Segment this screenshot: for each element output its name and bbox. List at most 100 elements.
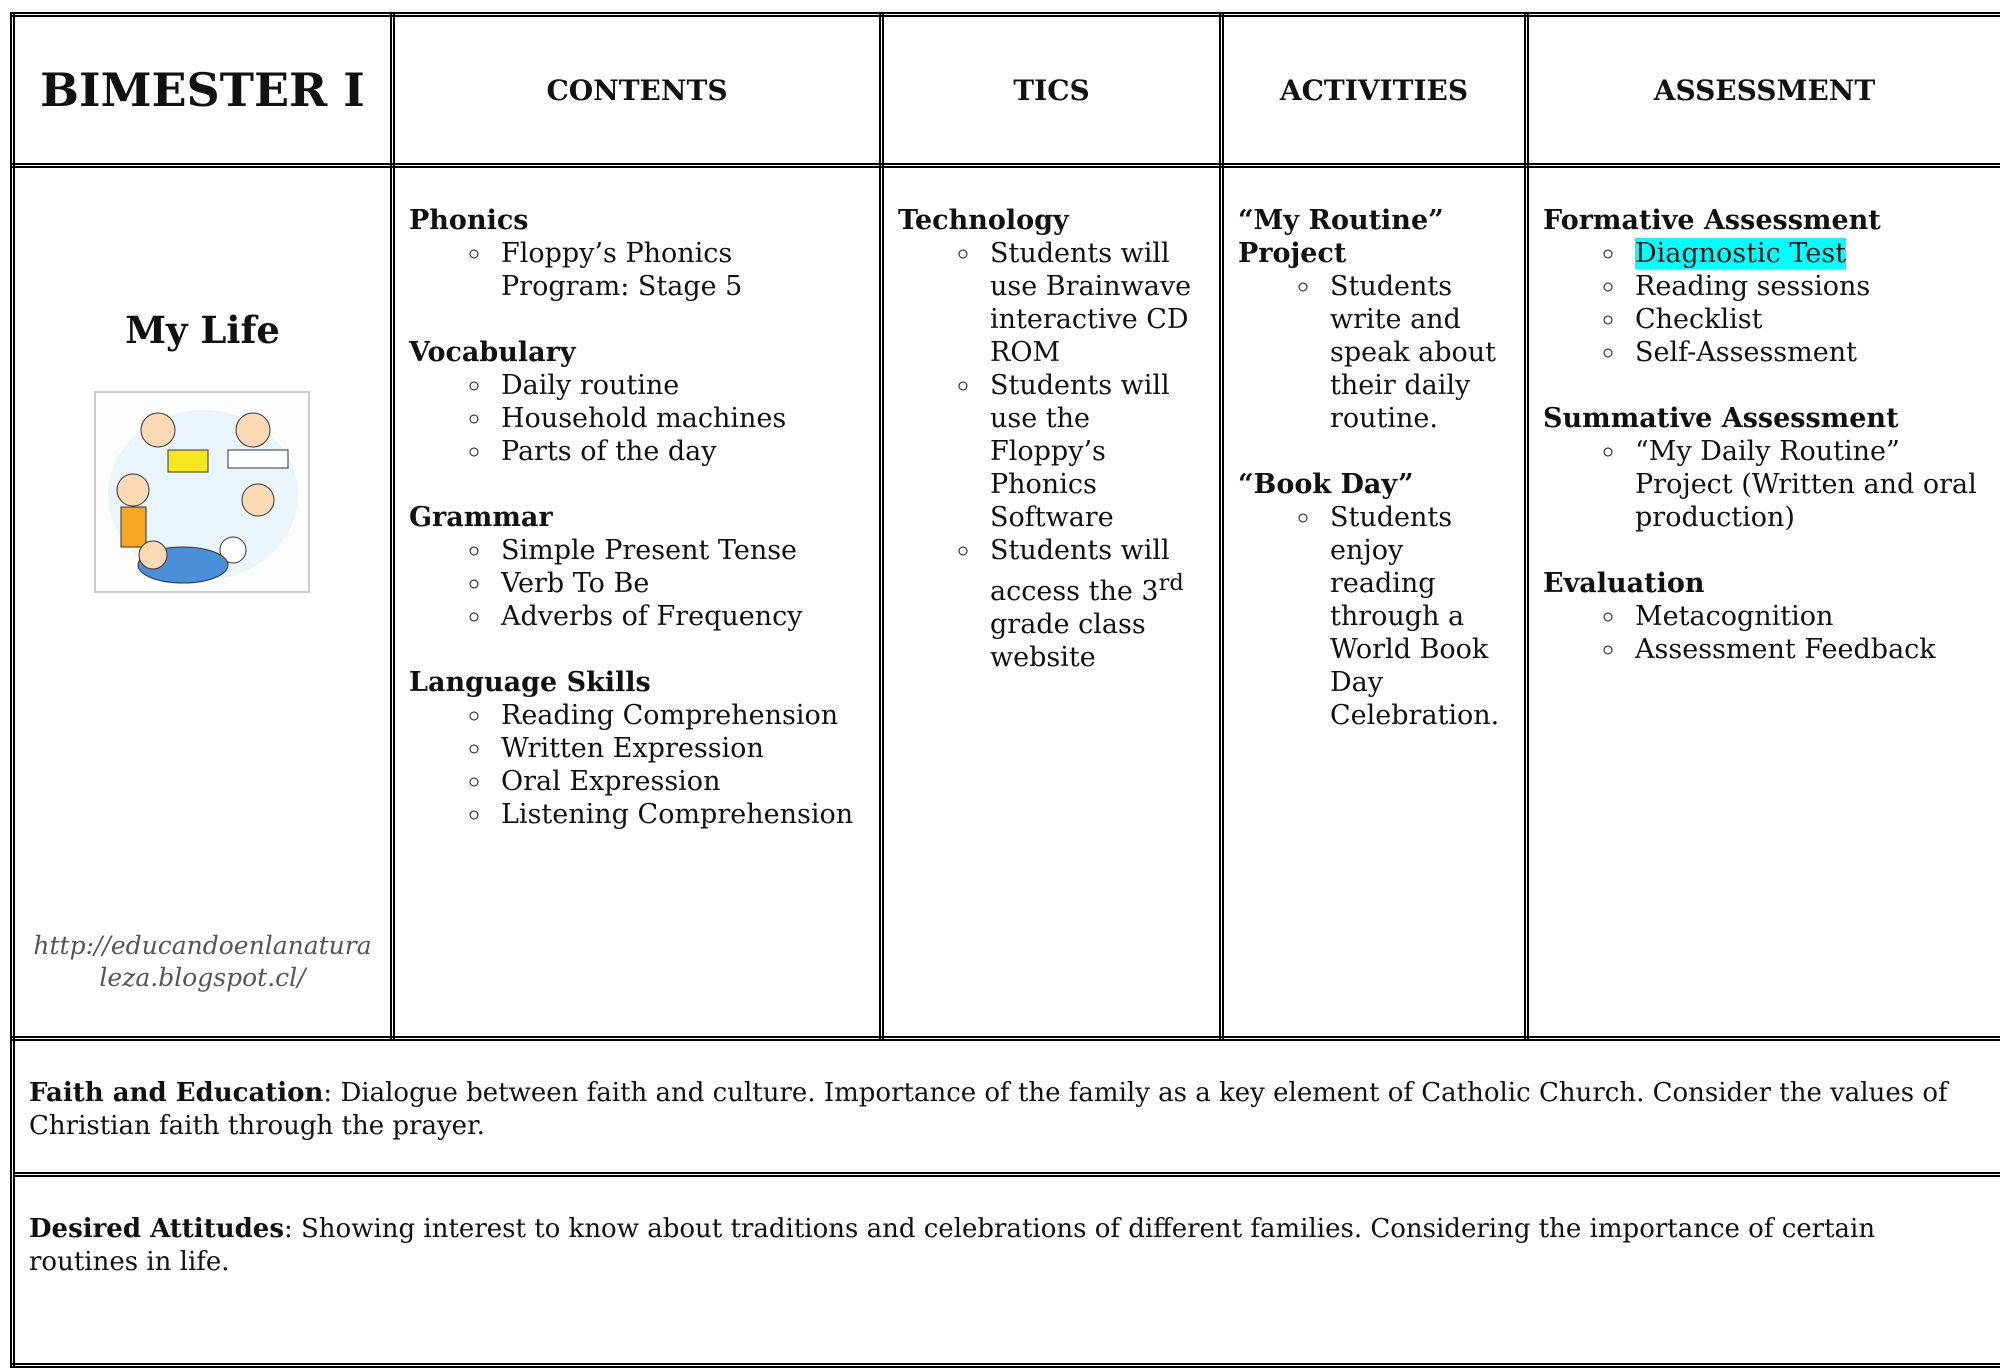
spacer (1543, 534, 1986, 567)
list-item: Listening Comprehension (493, 798, 865, 831)
section-heading: Technology (898, 204, 1205, 237)
column-header: TICS (882, 15, 1222, 166)
contents: PhonicsFloppy’s Phonics Program: Stage 5… (395, 168, 879, 831)
bullet-list: Daily routineHousehold machinesParts of … (409, 369, 865, 468)
plan-table: BIMESTER I CONTENTS TICS ACTIVITIES ASSE… (10, 12, 2000, 1368)
section-heading: “My Routine” Project (1238, 204, 1510, 270)
bullet-list: Floppy’s Phonics Program: Stage 5 (409, 237, 865, 303)
item-text: Oral Expression (501, 766, 720, 797)
section-heading: Vocabulary (409, 336, 865, 369)
bullet-list: Diagnostic TestReading sessionsChecklist… (1543, 237, 1986, 369)
item-text: “My Daily Routine” Project (Written and … (1635, 436, 1977, 533)
bullet-list: Simple Present TenseVerb To BeAdverbs of… (409, 534, 865, 633)
list-item: Household machines (493, 402, 865, 435)
item-text: Parts of the day (501, 436, 717, 467)
footer-label: Faith and Education (29, 1078, 323, 1108)
list-item: Oral Expression (493, 765, 865, 798)
footer-cell: Faith and Education: Dialogue between fa… (13, 1039, 2000, 1175)
section-heading: Summative Assessment (1543, 402, 1986, 435)
list-item: Self-Assessment (1627, 336, 1986, 369)
item-text: Students will use Brainwave interactive … (990, 238, 1191, 368)
spacer (1238, 435, 1510, 468)
item-text: Household machines (501, 403, 786, 434)
list-item: Daily routine (493, 369, 865, 402)
item-text: Verb To Be (501, 568, 649, 599)
spacer (409, 303, 865, 336)
spacer (409, 633, 865, 666)
list-item: Assessment Feedback (1627, 633, 1986, 666)
list-item: Floppy’s Phonics Program: Stage 5 (493, 237, 865, 303)
section-heading: Evaluation (1543, 567, 1986, 600)
unit: My Life http://educandoenlanaturaleza.bl… (15, 308, 390, 1036)
spacer (409, 468, 865, 501)
item-text: Adverbs of Frequency (501, 601, 803, 632)
page: Lesson plan html, body { margin: 0; padd… (0, 0, 2000, 1155)
list-item: Written Expression (493, 732, 865, 765)
header-row: BIMESTER I CONTENTS TICS ACTIVITIES ASSE… (13, 15, 2000, 166)
item-text: Diagnostic Test (1635, 238, 1846, 269)
item-superscript: rd (1159, 570, 1184, 596)
item-text: Self-Assessment (1635, 337, 1857, 368)
footer-cell: Desired Attitudes: Showing interest to k… (13, 1175, 2000, 1366)
list-item: Parts of the day (493, 435, 865, 468)
bullet-list: Reading ComprehensionWritten ExpressionO… (409, 699, 865, 831)
body-row: My Life http://educandoenlanaturaleza.bl… (13, 166, 2000, 1039)
list-item: “My Daily Routine” Project (Written and … (1627, 435, 1986, 534)
section-heading: Formative Assessment (1543, 204, 1986, 237)
list-item: Reading sessions (1627, 270, 1986, 303)
bimester-title: BIMESTER I (13, 15, 393, 166)
section-heading: Grammar (409, 501, 865, 534)
bullet-list: Students will use Brainwave interactive … (898, 237, 1205, 674)
unit-cell: My Life http://educandoenlanaturaleza.bl… (13, 166, 393, 1039)
item-text: Students write and speak about their dai… (1330, 271, 1496, 434)
list-item: Students will access the 3rd grade class… (982, 534, 1205, 674)
list-item: Students will use Brainwave interactive … (982, 237, 1205, 369)
item-text: Reading Comprehension (501, 700, 838, 731)
contents-cell: PhonicsFloppy’s Phonics Program: Stage 5… (393, 166, 882, 1039)
unit-title: My Life (15, 308, 390, 352)
list-item: Students write and speak about their dai… (1322, 270, 1510, 435)
assessment: Formative AssessmentDiagnostic TestReadi… (1529, 168, 2000, 666)
column-header: ASSESSMENT (1527, 15, 2000, 166)
section-heading: Phonics (409, 204, 865, 237)
item-text: grade class website (990, 609, 1146, 673)
item-text: Floppy’s Phonics Program: Stage 5 (501, 238, 742, 302)
unit-illustration (93, 390, 313, 595)
body: {"header": {"title": "BIMESTER I", "colu… (0, 0, 2000, 1155)
footer-row: Desired Attitudes: Showing interest to k… (13, 1175, 2000, 1366)
item-text: Students will use the Floppy’s Phonics S… (990, 370, 1170, 533)
item-text: Metacognition (1635, 601, 1833, 632)
spacer (1543, 369, 1986, 402)
list-item: Simple Present Tense (493, 534, 865, 567)
activities: “My Routine” ProjectStudents write and s… (1224, 168, 1524, 732)
item-text: Students enjoy reading through a World B… (1330, 502, 1499, 731)
item-text: Written Expression (501, 733, 764, 764)
bullet-list: “My Daily Routine” Project (Written and … (1543, 435, 1986, 534)
bullet-list: MetacognitionAssessment Feedback (1543, 600, 1986, 666)
section-heading: “Book Day” (1238, 468, 1510, 501)
assessment-cell: Formative AssessmentDiagnostic TestReadi… (1527, 166, 2000, 1039)
list-item: Checklist (1627, 303, 1986, 336)
item-text: Assessment Feedback (1635, 634, 1936, 665)
list-item: Students enjoy reading through a World B… (1322, 501, 1510, 732)
footer-row: Faith and Education: Dialogue between fa… (13, 1039, 2000, 1175)
list-item: Students will use the Floppy’s Phonics S… (982, 369, 1205, 534)
list-item: Metacognition (1627, 600, 1986, 633)
item-text: Students will access the 3 (990, 535, 1170, 607)
item-text: Listening Comprehension (501, 799, 853, 830)
footer-text: : Showing interest to know about traditi… (29, 1214, 1875, 1277)
list-item: Verb To Be (493, 567, 865, 600)
column-header: CONTENTS (393, 15, 882, 166)
column-header: ACTIVITIES (1222, 15, 1527, 166)
section-heading: Language Skills (409, 666, 865, 699)
list-item: Adverbs of Frequency (493, 600, 865, 633)
item-text: Daily routine (501, 370, 679, 401)
footer-label: Desired Attitudes (29, 1214, 284, 1244)
tics: TechnologyStudents will use Brainwave in… (884, 168, 1219, 674)
bullet-list: Students enjoy reading through a World B… (1238, 501, 1510, 732)
item-text: Checklist (1635, 304, 1763, 335)
bullet-list: Students write and speak about their dai… (1238, 270, 1510, 435)
tics-cell: TechnologyStudents will use Brainwave in… (882, 166, 1222, 1039)
list-item: Diagnostic Test (1627, 237, 1986, 270)
list-item: Reading Comprehension (493, 699, 865, 732)
